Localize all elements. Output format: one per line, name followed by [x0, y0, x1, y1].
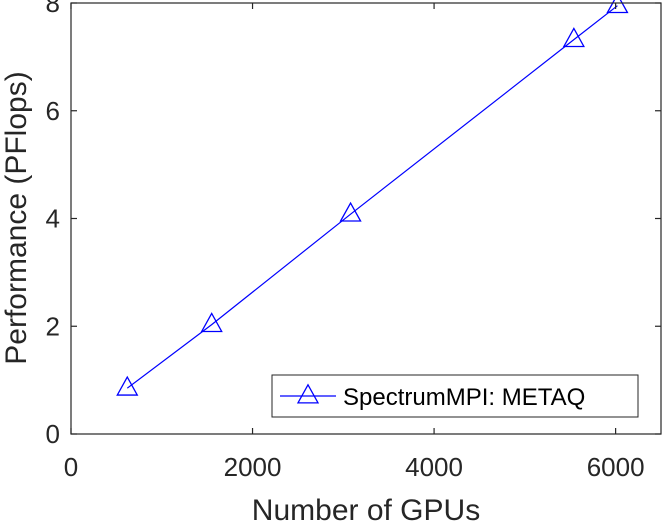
data-point-triangle	[116, 375, 139, 396]
y-axis: 0 2 4 6 8	[46, 0, 661, 449]
x-tick-label: 6000	[587, 452, 645, 482]
legend-triangle-marker	[296, 383, 320, 404]
y-tick-label: 8	[46, 0, 60, 18]
y-tick-label: 4	[46, 204, 60, 234]
legend-label: SpectrumMPI: METAQ	[343, 384, 585, 411]
x-tick-label: 4000	[405, 452, 463, 482]
y-tick-label: 6	[46, 96, 60, 126]
x-axis-title: Number of GPUs	[252, 494, 480, 524]
series-line	[126, 5, 618, 389]
legend: SpectrumMPI: METAQ	[271, 374, 639, 418]
x-tick-label: 2000	[224, 452, 282, 482]
y-axis-title: Performance (PFlops)	[0, 71, 33, 364]
data-point-triangle	[339, 201, 362, 222]
x-axis: 0 2000 4000 6000	[64, 3, 645, 482]
data-point-triangle	[200, 312, 223, 333]
x-tick-label: 0	[64, 452, 78, 482]
data-point-triangle	[562, 27, 585, 48]
y-tick-label: 2	[46, 311, 60, 341]
plot-background	[71, 3, 661, 434]
y-tick-label: 0	[46, 419, 60, 449]
